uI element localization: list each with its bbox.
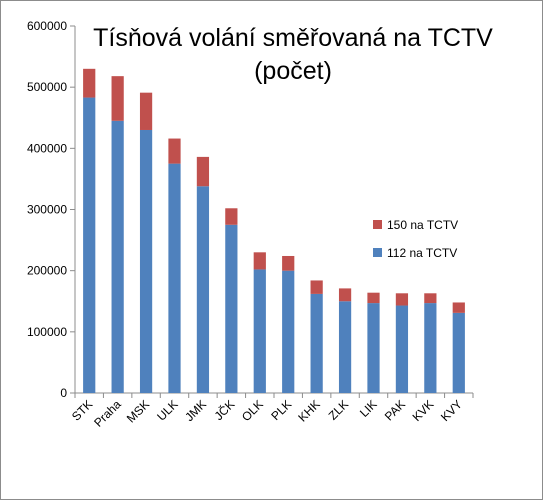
bar-series-112-stk [83, 97, 96, 393]
y-tick-label: 600000 [27, 19, 67, 33]
x-tick-label-pak: PAK [382, 397, 408, 423]
bar-series-112-olk [253, 269, 266, 393]
x-tick-label-kvk: KVK [410, 397, 437, 424]
x-tick-label-khk: KHK [295, 397, 322, 424]
x-tick-label-lik: LIK [357, 397, 380, 420]
bar-series-150-jčk [225, 208, 238, 225]
x-tick-label-plk: PLK [268, 397, 294, 423]
legend-swatch-150 [373, 220, 382, 229]
bar-series-112-msk [139, 129, 153, 393]
bar-series-150-kvk [424, 293, 437, 304]
y-tick-label: 400000 [27, 141, 67, 155]
y-tick-label: 0 [60, 386, 67, 400]
bar-series-150-plk [282, 255, 295, 271]
y-tick-label: 500000 [27, 80, 67, 94]
bar-series-150-stk [83, 68, 96, 98]
x-tick-label-kvy: KVY [438, 397, 465, 424]
bar-series-150-ulk [168, 138, 181, 164]
x-tick-label-jčk: JČK [211, 397, 238, 424]
bar-series-112-ulk [168, 163, 181, 393]
legend-label-112: 112 na TCTV [387, 246, 457, 260]
bar-series-150-kvy [452, 302, 465, 313]
bar-series-150-msk [139, 92, 153, 130]
x-tick-label-praha: Praha [91, 397, 124, 430]
bar-series-112-jčk [225, 224, 238, 393]
bar-series-112-zlk [338, 301, 352, 393]
legend-swatch-112 [373, 248, 382, 257]
legend: 150 na TCTV 112 na TCTV [373, 218, 458, 260]
bar-series-112-pak [395, 305, 409, 393]
chart-title: Tísňová volání směřovaná na TCTV [93, 24, 493, 52]
bar-series-112-lik [367, 303, 380, 393]
x-tick-label-ulk: ULK [154, 397, 180, 423]
chart-subtitle: (počet) [254, 57, 332, 85]
y-tick-label: 300000 [27, 203, 67, 217]
bar-series-112-jmk [196, 186, 210, 393]
bar-series-112-khk [310, 293, 323, 393]
chart-title-group: Tísňová volání směřovaná na TCTV (počet) [93, 24, 493, 85]
y-tick-label: 100000 [27, 325, 67, 339]
bar-series-112-kvk [424, 303, 437, 393]
bar-series-150-lik [367, 292, 380, 304]
bar-series-112-plk [282, 270, 295, 393]
y-tick-label: 200000 [27, 264, 67, 278]
x-tick-label-msk: MSK [124, 397, 152, 425]
bar-series-112-kvy [452, 312, 465, 393]
bar-series-150-praha [111, 76, 124, 121]
bar-series-150-jmk [196, 156, 210, 187]
x-tick-label-olk: OLK [239, 397, 266, 424]
bars [83, 68, 465, 393]
axes: 0 100000 200000 300000 400000 500000 600000 [27, 19, 474, 400]
legend-label-150: 150 na TCTV [387, 218, 458, 232]
x-tick-label-zlk: ZLK [326, 397, 351, 422]
x-tick-label-jmk: JMK [182, 397, 209, 424]
bar-series-150-olk [253, 252, 266, 270]
bar-series-150-khk [310, 280, 323, 294]
bar-series-112-praha [111, 120, 124, 393]
bar-series-150-zlk [338, 288, 352, 302]
bar-series-150-pak [395, 293, 409, 306]
